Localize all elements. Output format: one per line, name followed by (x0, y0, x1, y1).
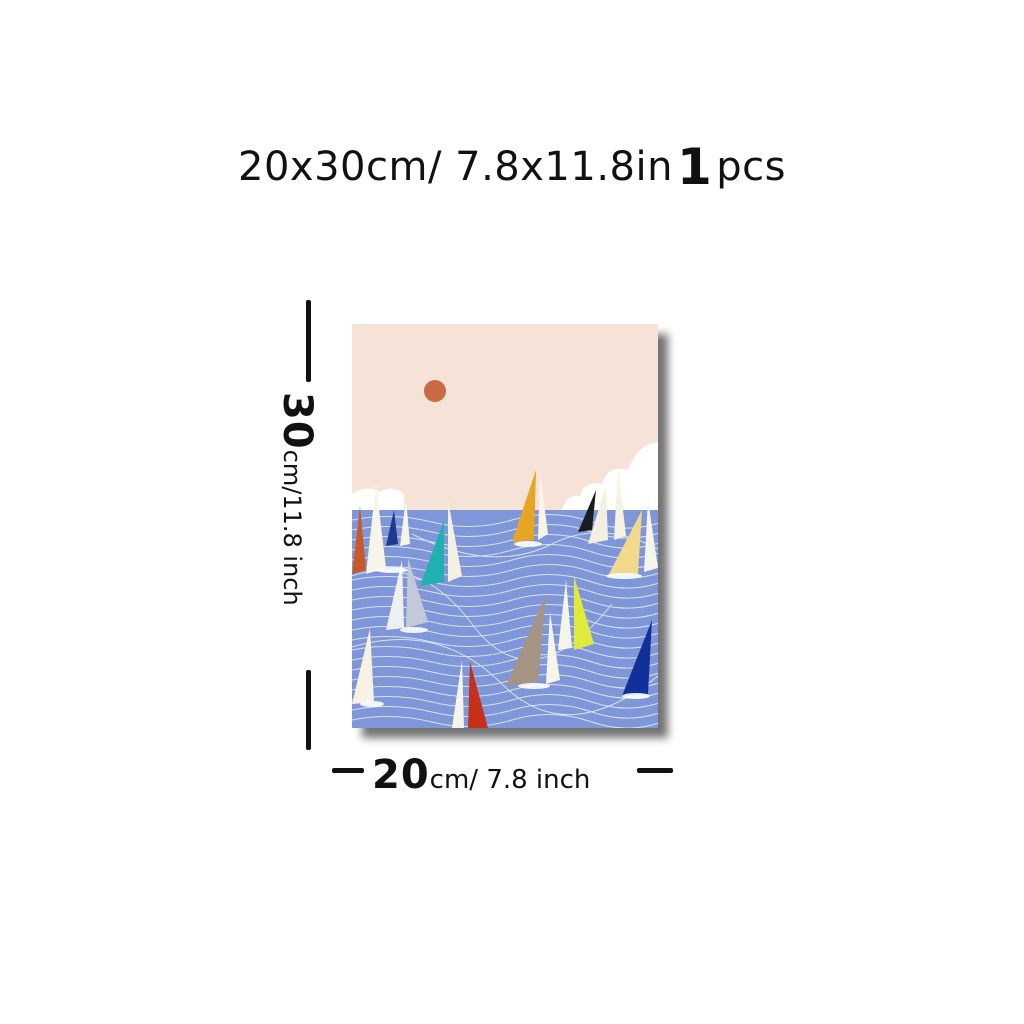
quantity-unit: pcs (716, 144, 786, 190)
sail-taupe (506, 594, 546, 686)
width-dimension-bar-right (637, 768, 673, 773)
sail-white-left (366, 484, 386, 574)
product-size-title: 20x30cm/ 7.8x11.8in1 pcs (0, 138, 1024, 196)
sail-lime (574, 576, 594, 650)
sail-white-bottom (352, 628, 374, 704)
sail-navy-right (622, 620, 652, 696)
quantity-number: 1 (676, 138, 713, 196)
size-text: 20x30cm/ 7.8x11.8in (238, 144, 673, 190)
height-dimension-bar-top (306, 300, 311, 382)
sail-orange-left (352, 506, 366, 574)
sun (424, 380, 446, 402)
sail-red (468, 662, 488, 728)
width-dimension-label: 20cm/ 7.8 inch (372, 752, 590, 798)
width-dimension-bar-left (332, 768, 364, 773)
height-unit: cm/11.8 inch (278, 449, 306, 606)
cloud-right (562, 442, 658, 510)
height-dimension-bar-bottom (306, 670, 311, 750)
width-unit: cm/ 7.8 inch (429, 765, 591, 795)
sailboats (352, 466, 658, 728)
sail-pale-yellow (608, 510, 642, 576)
width-value: 20 (372, 752, 430, 798)
sail-yellow (512, 470, 536, 542)
canvas-print (352, 324, 658, 728)
height-value: 30 (274, 392, 320, 450)
foam (360, 541, 650, 707)
sail-navy-small (386, 510, 398, 546)
sail-grey (386, 560, 404, 630)
cloud-left (352, 488, 404, 510)
sailboat-artwork (352, 324, 658, 728)
sail-teal (420, 520, 444, 586)
sail-black (578, 490, 596, 532)
